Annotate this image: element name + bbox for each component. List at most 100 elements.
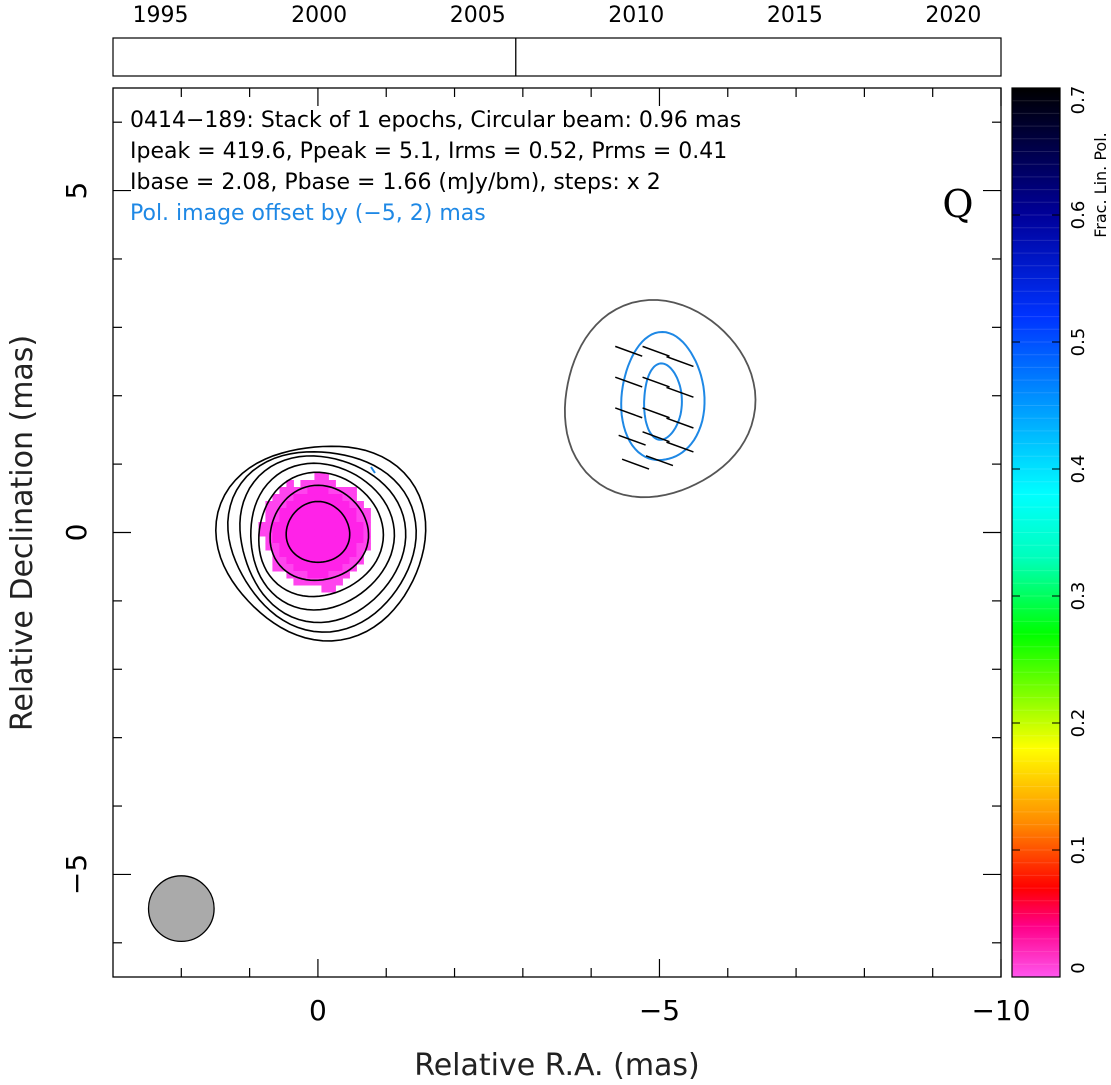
frac-pol-pixel [321, 578, 329, 586]
intensity-contour [285, 500, 351, 564]
frac-pol-pixel [286, 550, 294, 558]
frac-pol-pixel [321, 564, 329, 572]
frac-pol-pixel [272, 522, 280, 530]
frac-pol-pixel [321, 571, 329, 579]
frac-pol-pixel [307, 501, 315, 509]
y-tick-label: 0 [60, 524, 93, 542]
frac-pol-pixel [314, 571, 322, 579]
frac-pol-pixel [286, 536, 294, 544]
frac-pol-pixel [286, 529, 294, 537]
frac-pol-pixel [293, 578, 301, 586]
colorbar: 0 0.1 0.2 0.3 0.4 0.5 0.6 0.7 Frac. Lin. Pol. [1011, 86, 1110, 978]
frac-pol-pixel [321, 529, 329, 537]
x-tick-label: −10 [971, 994, 1030, 1027]
frac-pol-pixel [321, 536, 329, 544]
frac-pol-pixel [335, 557, 343, 565]
frac-pol-pixel [328, 571, 336, 579]
frac-pol-pixel [279, 529, 287, 537]
evpa-tick [645, 455, 674, 467]
frac-pol-pixel [342, 494, 350, 502]
frac-pol-pixel [321, 473, 329, 481]
offset-note: Pol. image offset by (−5, 2) mas [130, 201, 486, 226]
x-tick-label: −5 [639, 994, 680, 1027]
timeline-year-label: 1995 [133, 3, 189, 28]
frac-pol-pixel [335, 515, 343, 523]
frac-pol-pixel [279, 550, 287, 558]
frac-pol-pixel [279, 508, 287, 516]
frac-pol-pixel [342, 550, 350, 558]
frac-pol-pixel [293, 522, 301, 530]
frac-pol-pixel [300, 578, 308, 586]
frac-pol-pixel [349, 536, 357, 544]
evpa-tick [666, 441, 694, 453]
frac-pol-pixel [328, 508, 336, 516]
frac-pol-pixel [342, 522, 350, 530]
frac-pol-pixel [321, 480, 329, 488]
evpa-tick [666, 417, 694, 429]
frac-pol-pixel [279, 501, 287, 509]
frac-pol-pixel [328, 494, 336, 502]
frac-pol-pixel [286, 508, 294, 516]
frac-pol-pixel [335, 529, 343, 537]
frac-pol-pixel [314, 564, 322, 572]
frac-pol-pixel [328, 543, 336, 551]
evpa-tick [666, 355, 694, 368]
frac-pol-pixel [293, 501, 301, 509]
x-tick-labels: 0 −5 −10 [309, 994, 1031, 1027]
frac-pol-pixel [293, 494, 301, 502]
frac-pol-pixel [349, 529, 357, 537]
frac-pol-pixel [335, 578, 343, 586]
frac-pol-pixel [293, 550, 301, 558]
frac-pol-pixel [265, 515, 273, 523]
timeline-year-label: 2015 [767, 3, 823, 28]
frac-pol-pixel [321, 557, 329, 565]
frac-pol-pixel [342, 564, 350, 572]
colorbar-gradient [1012, 88, 1060, 977]
frac-pol-pixel [307, 487, 315, 495]
frac-pol-pixel [321, 522, 329, 530]
frac-pol-pixel [300, 564, 308, 572]
timeline-year-label: 2010 [608, 3, 664, 28]
frac-pol-pixel [272, 494, 280, 502]
frac-pol-pixel [300, 550, 308, 558]
frac-pol-pixel [335, 550, 343, 558]
frac-pol-pixel [279, 515, 287, 523]
frac-pol-pixel [328, 536, 336, 544]
frac-pol-pixel [314, 480, 322, 488]
frac-pol-pixel [307, 515, 315, 523]
frac-pol-pixel [321, 501, 329, 509]
frac-pol-pixel [314, 536, 322, 544]
frac-pol-pixel [342, 508, 350, 516]
frac-pol-pixel [363, 515, 371, 523]
intensity-contour [249, 462, 396, 611]
evpa-tick [642, 345, 670, 357]
frac-pol-pixel [349, 494, 357, 502]
frac-pol-pixel [307, 522, 315, 530]
frac-pol-pixel [328, 557, 336, 565]
frac-pol-pixel [328, 522, 336, 530]
frac-pol-pixel [307, 571, 315, 579]
frac-pol-pixel [356, 536, 364, 544]
frac-pol-pixel [293, 543, 301, 551]
annotation-line-3: Ibase = 2.08, Pbase = 1.66 (mJy/bm), ste… [130, 170, 661, 195]
frac-pol-pixel [349, 515, 357, 523]
frac-pol-pixel [258, 522, 266, 530]
evpa-tick [666, 386, 694, 398]
frac-pol-pixel [307, 543, 315, 551]
frac-pol-pixel [293, 529, 301, 537]
frac-pol-pixel [300, 571, 308, 579]
frac-pol-pixel [300, 480, 308, 488]
frac-pol-pixel [321, 543, 329, 551]
frac-pol-pixel [328, 550, 336, 558]
frac-pol-pixel [307, 564, 315, 572]
frac-pol-pixel [286, 501, 294, 509]
colorbar-tick-label: 0 [1068, 962, 1089, 973]
frac-pol-pixel [300, 508, 308, 516]
polarized-intensity-contour [563, 299, 757, 499]
frac-pol-pixel [293, 557, 301, 565]
frac-pol-pixel [265, 529, 273, 537]
frac-pol-pixel [342, 529, 350, 537]
frac-pol-pixel [349, 557, 357, 565]
frac-pol-pixel [349, 550, 357, 558]
y-tick-label: −5 [60, 854, 93, 895]
